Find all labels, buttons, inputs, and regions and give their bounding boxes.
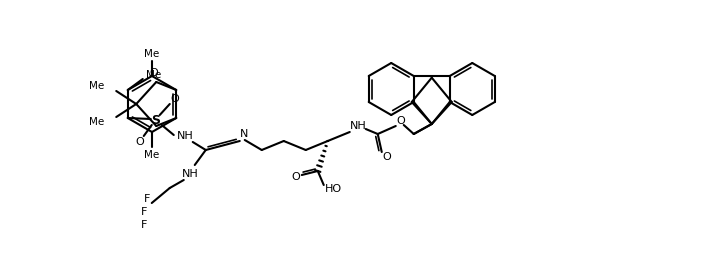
Text: NH: NH bbox=[349, 121, 366, 131]
Text: O: O bbox=[170, 94, 179, 104]
Text: HO: HO bbox=[325, 184, 342, 194]
Text: F: F bbox=[141, 220, 147, 230]
Text: S: S bbox=[151, 113, 161, 126]
Text: O: O bbox=[150, 68, 158, 78]
Text: Me: Me bbox=[144, 49, 160, 59]
Text: Me: Me bbox=[89, 81, 104, 91]
Text: Me: Me bbox=[89, 117, 104, 127]
Text: Me: Me bbox=[146, 70, 161, 80]
Text: O: O bbox=[291, 172, 300, 182]
Text: F: F bbox=[141, 207, 147, 217]
Text: NH: NH bbox=[182, 169, 198, 179]
Text: F: F bbox=[144, 194, 150, 204]
Text: Me: Me bbox=[144, 150, 160, 160]
Text: NH: NH bbox=[177, 131, 193, 141]
Text: N: N bbox=[239, 129, 248, 139]
Text: O: O bbox=[135, 137, 144, 147]
Text: O: O bbox=[382, 152, 391, 162]
Text: O: O bbox=[396, 116, 405, 126]
